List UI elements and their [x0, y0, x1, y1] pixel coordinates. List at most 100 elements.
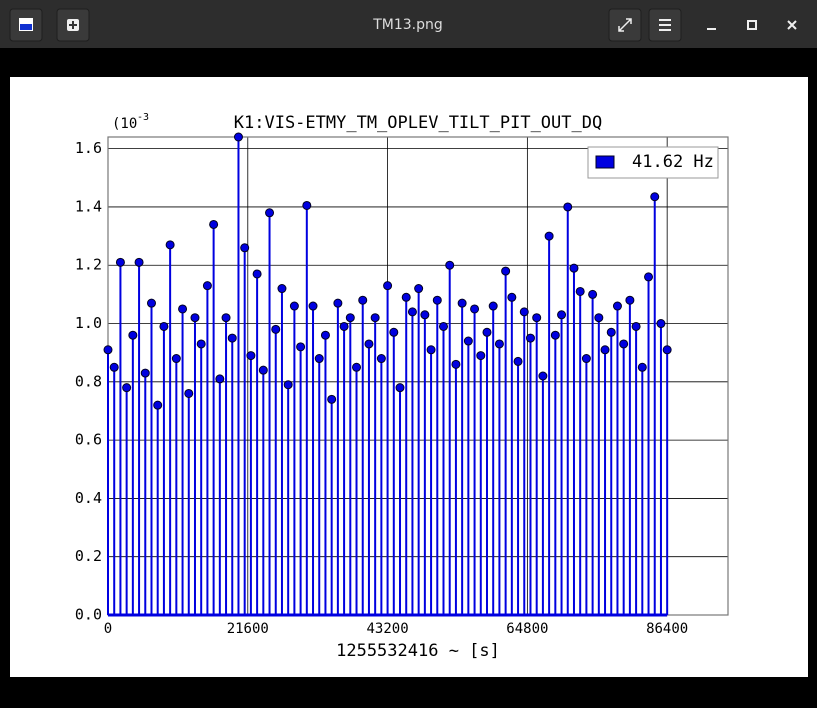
legend-label: 41.62 Hz: [632, 152, 714, 172]
stem-marker: [327, 394, 337, 404]
stem-marker: [122, 383, 132, 393]
stem-marker: [563, 202, 573, 212]
stem-marker: [451, 359, 461, 369]
stem-marker: [258, 365, 268, 375]
stem-marker: [376, 354, 386, 364]
stem-marker: [227, 333, 237, 343]
stem-marker: [488, 301, 498, 311]
fullscreen-icon: [618, 18, 632, 32]
stem-marker: [190, 313, 200, 323]
menu-icon: [659, 19, 671, 31]
stem-marker: [550, 330, 560, 340]
stem-marker: [159, 321, 169, 331]
stem-marker: [420, 310, 430, 320]
stem-marker: [650, 192, 660, 202]
stem-marker: [171, 354, 181, 364]
stem-marker: [432, 295, 442, 305]
stem-marker: [165, 240, 175, 250]
stem-marker: [557, 310, 567, 320]
stem-marker: [370, 313, 380, 323]
stem-marker: [320, 330, 330, 340]
x-axis-label: 1255532416 ~ [s]: [336, 641, 500, 661]
stem-marker: [146, 298, 156, 308]
stem-marker: [153, 400, 163, 410]
y-tick-label: 1.4: [75, 197, 102, 215]
stem-marker: [134, 257, 144, 267]
stem-marker: [569, 263, 579, 273]
stem-marker: [364, 339, 374, 349]
stem-marker: [221, 313, 231, 323]
stem-marker: [644, 272, 654, 282]
x-tick-label: 86400: [646, 621, 688, 637]
stem-marker: [445, 260, 455, 270]
stem-marker: [271, 324, 281, 334]
x-tick-label: 64800: [506, 621, 548, 637]
x-tick-label: 0: [104, 621, 112, 637]
stem-marker: [289, 301, 299, 311]
stem-marker: [314, 354, 324, 364]
stem-marker: [128, 330, 138, 340]
stem-marker: [463, 336, 473, 346]
stem-marker: [358, 295, 368, 305]
stem-marker: [345, 313, 355, 323]
stem-marker: [414, 284, 424, 294]
maximize-button[interactable]: [747, 20, 757, 30]
stem-marker: [612, 301, 622, 311]
y-tick-label: 1.2: [75, 256, 102, 274]
stem-marker: [202, 281, 212, 291]
stem-marker: [501, 266, 511, 276]
stem-marker: [426, 345, 436, 355]
stem-marker: [457, 298, 467, 308]
chart-title: K1:VIS-ETMY_TM_OPLEV_TILT_PIT_OUT_DQ: [234, 113, 602, 133]
stem-marker: [252, 269, 262, 279]
stem-marker: [631, 321, 641, 331]
stem-marker: [513, 356, 523, 366]
y-tick-label: 0.2: [75, 547, 102, 565]
stem-marker: [115, 257, 125, 267]
stem-marker: [600, 345, 610, 355]
stem-marker: [625, 295, 635, 305]
y-tick-label: 0.8: [75, 372, 102, 390]
stem-marker: [283, 380, 293, 390]
stem-marker: [184, 388, 194, 398]
stem-marker: [637, 362, 647, 372]
stem-marker: [140, 368, 150, 378]
y-scale-power: -3: [137, 112, 149, 123]
stem-marker: [507, 292, 517, 302]
stem-marker: [470, 304, 480, 314]
stem-marker: [333, 298, 343, 308]
y-tick-label: 0.6: [75, 431, 102, 449]
stem-marker: [662, 345, 672, 355]
stem-marker: [532, 313, 542, 323]
stem-marker: [581, 354, 591, 364]
stem-marker: [109, 362, 119, 372]
stem-marker: [277, 284, 287, 294]
legend: 41.62 Hz: [587, 146, 719, 179]
stem-marker: [178, 304, 188, 314]
stem-marker: [233, 132, 243, 142]
legend-swatch: [595, 155, 615, 169]
stem-marker: [296, 342, 306, 352]
stem-marker: [209, 219, 219, 229]
stem-marker: [656, 319, 666, 329]
plot: 0.0 0.2 0.4 0.6 0.8 1.0 1.2 1.4 1.6 0 21600 43200 64…: [75, 132, 729, 637]
stem-marker: [389, 327, 399, 337]
y-tick-label: 1.0: [75, 314, 102, 332]
stem-marker: [215, 374, 225, 384]
stem-marker: [525, 333, 535, 343]
new-icon-plus: [69, 21, 77, 29]
close-button[interactable]: [787, 20, 797, 30]
y-tick-label: 0.0: [75, 606, 102, 624]
stem-marker: [594, 313, 604, 323]
stem-marker: [103, 345, 113, 355]
x-tick-label: 43200: [367, 621, 409, 637]
stem-marker: [538, 371, 548, 381]
stem-marker: [407, 307, 417, 317]
stem-marker: [246, 351, 256, 361]
stem-marker: [352, 362, 362, 372]
stem-marker: [482, 327, 492, 337]
stem-marker: [619, 339, 629, 349]
y-scale-base: (10: [112, 116, 137, 132]
